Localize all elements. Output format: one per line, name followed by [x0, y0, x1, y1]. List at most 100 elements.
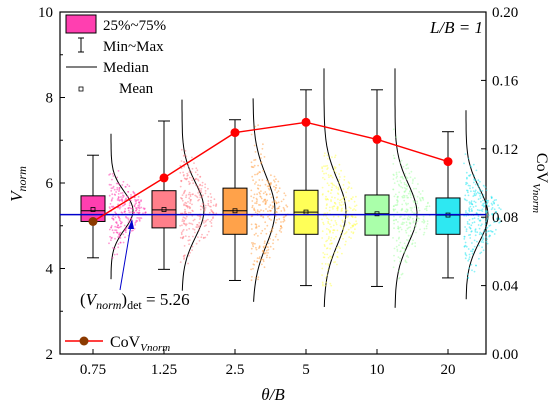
jitter-point: [131, 207, 134, 210]
jitter-point: [142, 212, 144, 215]
jitter-point: [201, 184, 204, 187]
jitter-point: [327, 167, 329, 169]
jitter-point: [392, 128, 395, 131]
jitter-point: [253, 233, 256, 236]
jitter-point: [481, 204, 484, 207]
jitter-point: [204, 220, 207, 223]
jitter-point: [403, 196, 406, 199]
jitter-point: [208, 205, 211, 208]
jitter-point: [482, 184, 485, 187]
jitter-point: [392, 266, 395, 269]
jitter-point: [470, 200, 473, 203]
jitter-point: [335, 247, 338, 249]
jitter-point: [405, 224, 408, 227]
jitter-point: [264, 198, 266, 201]
jitter-point: [123, 210, 126, 213]
jitter-point: [479, 219, 482, 222]
jitter-point: [395, 239, 398, 242]
jitter-point: [115, 222, 118, 225]
jitter-point: [252, 245, 255, 248]
jitter-point: [463, 235, 466, 238]
jitter-point: [463, 245, 466, 248]
jitter-point: [473, 192, 476, 195]
jitter-point: [464, 252, 467, 254]
jitter-point: [392, 163, 395, 165]
jitter-point: [127, 217, 129, 220]
jitter-point: [116, 231, 119, 234]
jitter-point: [470, 263, 473, 266]
jitter-point: [473, 174, 476, 177]
y2-tick-label: 0.04: [492, 279, 519, 295]
box-plots: [80, 89, 461, 287]
jitter-point: [284, 215, 287, 217]
lb-annotation: L/B = 1: [429, 18, 483, 37]
jitter-point: [108, 183, 111, 186]
jitter-point: [116, 188, 119, 191]
jitter-point: [254, 276, 257, 279]
jitter-point: [143, 208, 146, 211]
jitter-point: [122, 233, 125, 236]
jitter-point: [471, 269, 473, 272]
jitter-point: [258, 225, 260, 228]
jitter-point: [417, 183, 419, 185]
jitter-point: [126, 195, 129, 198]
jitter-point: [202, 219, 205, 222]
jitter-point: [403, 187, 406, 189]
jitter-point: [493, 208, 496, 211]
density-curve: [323, 68, 347, 308]
jitter-point: [326, 182, 329, 185]
jitter-point: [135, 209, 137, 212]
jitter-point: [327, 269, 329, 271]
jitter-point: [187, 193, 190, 196]
jitter-point: [267, 252, 269, 254]
jitter-point: [191, 167, 194, 170]
jitter-point: [403, 247, 406, 250]
jitter-point: [467, 248, 470, 250]
jitter-point: [392, 188, 395, 191]
jitter-point: [397, 256, 400, 258]
jitter-point: [412, 178, 414, 181]
jitter-point: [335, 187, 338, 189]
jitter-point: [268, 256, 271, 259]
jitter-point: [321, 166, 323, 169]
jitter-point: [423, 221, 425, 224]
jitter-point: [414, 242, 417, 244]
jitter-point: [254, 173, 256, 176]
jitter-point: [186, 175, 189, 177]
jitter-point: [351, 216, 354, 219]
jitter-point: [340, 235, 343, 238]
jitter-point: [280, 231, 283, 233]
jitter-point: [182, 155, 185, 157]
jitter-point: [465, 254, 468, 257]
jitter-point: [477, 218, 480, 220]
jitter-point: [183, 211, 186, 214]
jitter-point: [398, 191, 400, 194]
jitter-point: [186, 177, 189, 180]
jitter-point: [325, 247, 328, 250]
jitter-point: [260, 197, 263, 200]
jitter-point: [207, 202, 210, 205]
jitter-point: [192, 219, 195, 222]
jitter-point: [325, 207, 328, 210]
jitter-point: [479, 189, 481, 192]
jitter-point: [396, 203, 399, 206]
x-axis-title: θ/B: [261, 385, 285, 404]
jitter-point: [133, 205, 136, 207]
jitter-point: [262, 169, 265, 172]
jitter-point: [400, 159, 403, 162]
legend-label-mean: Mean: [119, 81, 154, 97]
jitter-point: [267, 181, 270, 184]
jitter-point: [486, 238, 488, 241]
jitter-point: [256, 193, 258, 196]
jitter-point: [336, 256, 339, 259]
jitter-point: [338, 202, 341, 204]
jitter-point: [111, 173, 114, 175]
jitter-point: [409, 222, 411, 225]
jitter-point: [112, 247, 114, 249]
jitter-point: [202, 194, 204, 197]
jitter-point: [129, 207, 132, 210]
jitter-point: [467, 184, 470, 187]
jitter-point: [197, 185, 200, 188]
jitter-point: [354, 216, 356, 219]
jitter-point: [409, 192, 412, 195]
